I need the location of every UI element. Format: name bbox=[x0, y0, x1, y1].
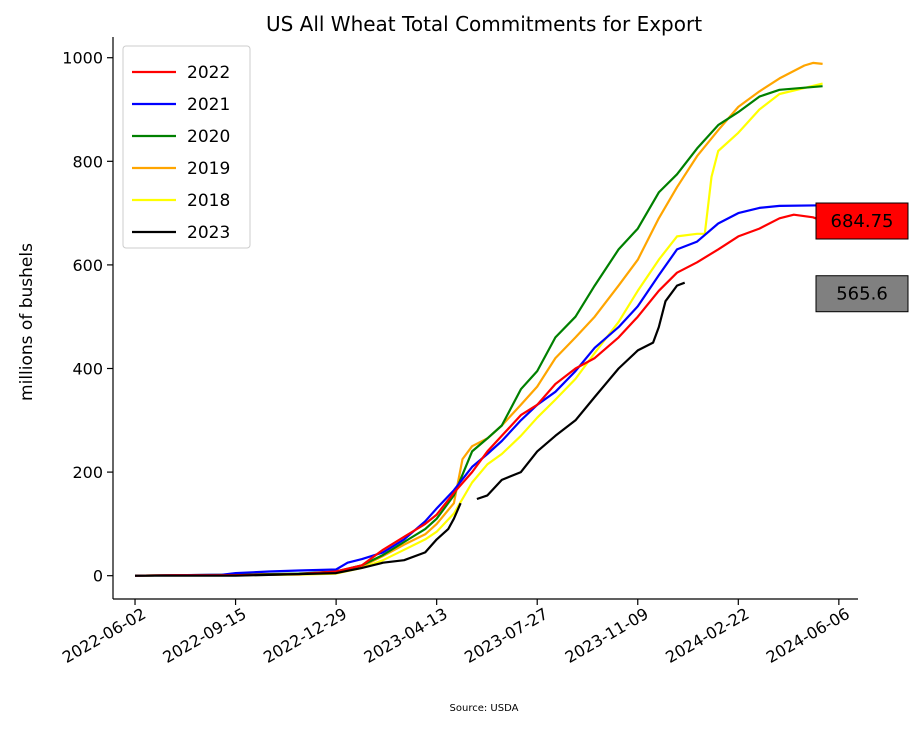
source-note: Source: USDA bbox=[450, 703, 519, 714]
legend-label-2023: 2023 bbox=[187, 223, 230, 243]
y-tick-label-600: 600 bbox=[72, 256, 103, 275]
x-tick-label-2024-02-22: 2024-02-22 bbox=[662, 604, 752, 667]
legend-label-2022: 2022 bbox=[187, 63, 230, 83]
callout-label-1: 684.75 bbox=[831, 211, 894, 232]
x-tick-label-2022-12-29: 2022-12-29 bbox=[260, 604, 350, 667]
y-tick-label-200: 200 bbox=[72, 463, 103, 482]
series-line-2021 bbox=[134, 204, 823, 577]
chart-title: US All Wheat Total Commitments for Expor… bbox=[266, 12, 702, 36]
legend-label-2018: 2018 bbox=[187, 191, 230, 211]
legend-label-2021: 2021 bbox=[187, 95, 230, 115]
x-tick-label-2023-11-09: 2023-11-09 bbox=[562, 604, 652, 667]
y-tick-label-0: 0 bbox=[93, 567, 103, 586]
callout-label-2: 565.6 bbox=[836, 284, 888, 305]
y-tick-label-400: 400 bbox=[72, 360, 103, 379]
series-line-2022 bbox=[134, 213, 823, 577]
series-line-2023-part-1 bbox=[135, 502, 462, 577]
x-tick-label-2024-06-06: 2024-06-06 bbox=[763, 604, 853, 667]
x-tick-label-2022-09-15: 2022-09-15 bbox=[160, 604, 250, 667]
series-line-2023-part-2 bbox=[476, 281, 686, 501]
y-ticks: 0 200 400 600 800 1000 bbox=[62, 49, 113, 586]
x-tick-label-2023-07-27: 2023-07-27 bbox=[461, 604, 551, 667]
x-ticks: 2022-06-02 2022-09-15 2022-12-29 2023-04-13… bbox=[59, 599, 853, 667]
legend-frame bbox=[122, 45, 251, 249]
callout-box-2 bbox=[815, 275, 909, 313]
y-tick-label-800: 800 bbox=[72, 152, 103, 171]
plot-lines bbox=[134, 61, 823, 577]
legend: 2022 2021 2020 2019 2018 2023 bbox=[122, 45, 251, 249]
legend-label-2019: 2019 bbox=[187, 159, 230, 179]
legend-label-2020: 2020 bbox=[187, 127, 230, 147]
x-tick-label-2022-06-02: 2022-06-02 bbox=[59, 604, 149, 667]
callout-box-1 bbox=[815, 202, 909, 240]
x-tick-label-2023-04-13: 2023-04-13 bbox=[361, 604, 451, 667]
callouts: 684.75 565.6 bbox=[815, 202, 909, 313]
y-tick-label-1000: 1000 bbox=[62, 49, 103, 68]
y-axis-label: millions of bushels bbox=[17, 243, 37, 401]
